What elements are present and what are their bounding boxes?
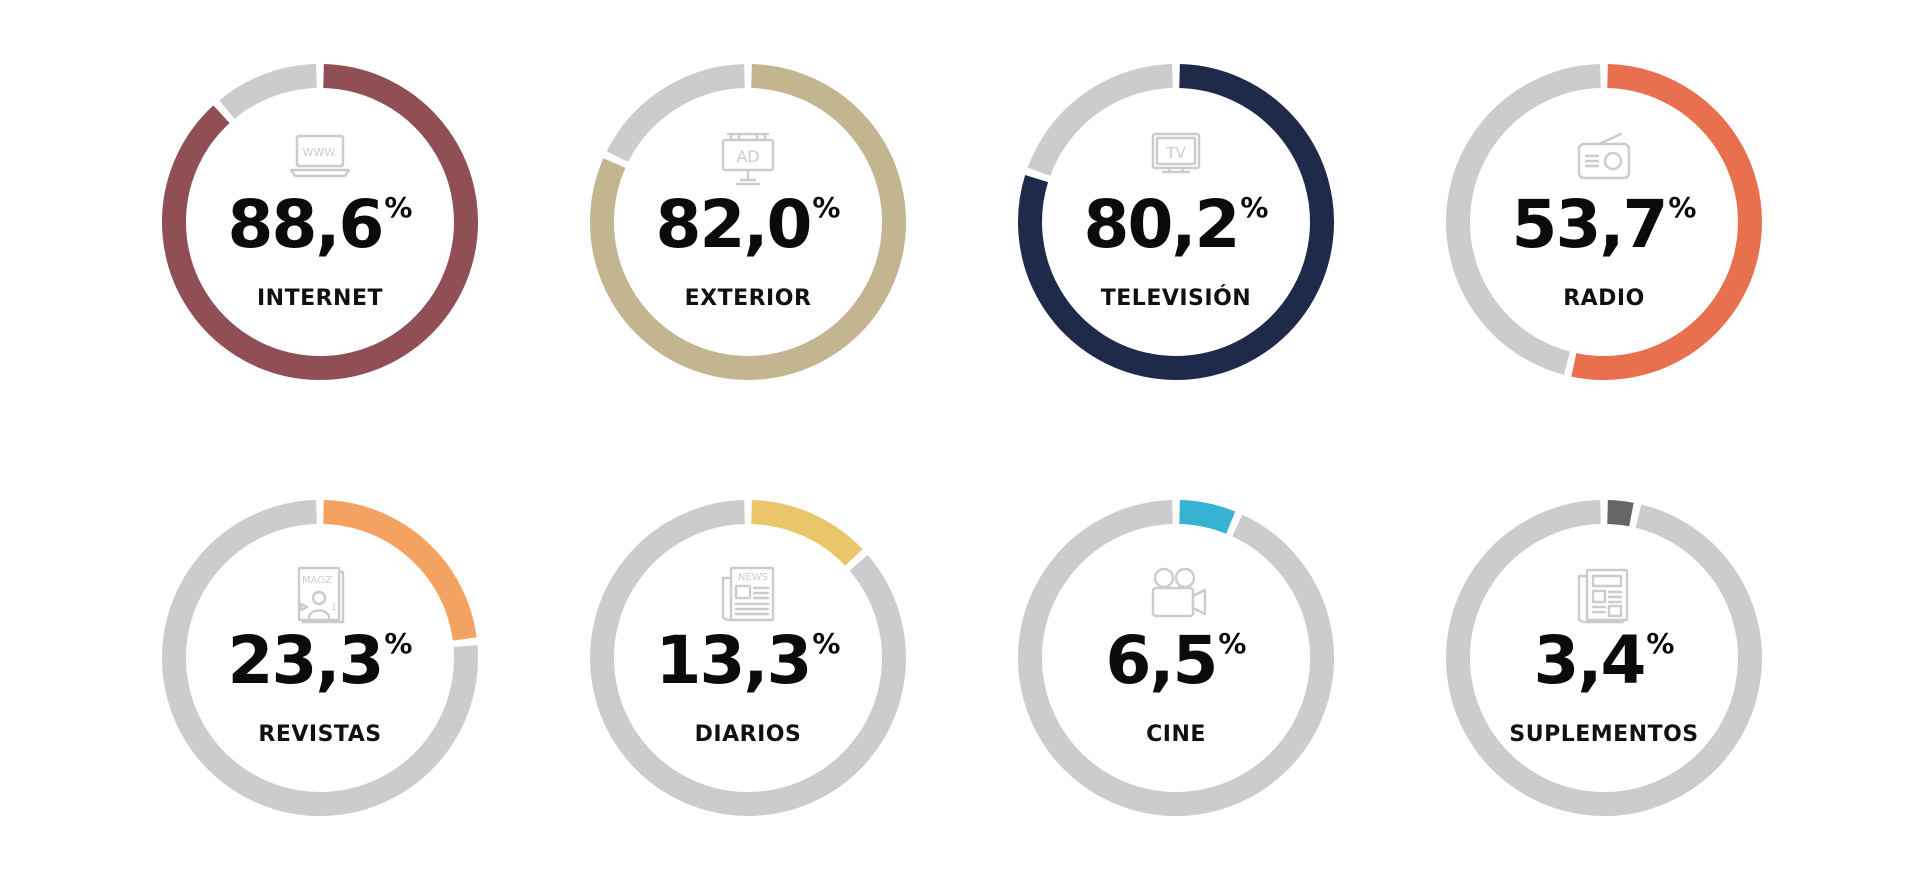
- percent-sign: %: [812, 191, 841, 224]
- svg-text:MAGZ: MAGZ: [302, 575, 332, 586]
- donut-label-exterior: EXTERIOR: [684, 286, 812, 311]
- radio-icon: [1569, 128, 1639, 188]
- donut-track-revistas: [162, 500, 478, 816]
- value-number: 3,4: [1533, 622, 1647, 699]
- donut-track-exterior: [606, 64, 745, 163]
- donut-revistas: MAGZ 1 23,3% REVISTAS: [160, 498, 480, 818]
- donut-track-internet: [219, 64, 318, 120]
- percent-sign: %: [1668, 191, 1697, 224]
- donut-track-television: [1027, 64, 1173, 177]
- donut-arc-television: [1018, 64, 1334, 380]
- donut-ring-diarios: [590, 500, 906, 816]
- donut-arc-exterior: [590, 64, 906, 380]
- donut-label-diarios: DIARIOS: [694, 722, 802, 747]
- donut-track-radio: [1446, 64, 1601, 375]
- donut-ring-cine: [1018, 500, 1334, 816]
- donut-internet: WWW. 88,6% INTERNET: [160, 62, 480, 382]
- value-number: 13,3: [655, 622, 813, 699]
- movie-camera-icon: [1141, 564, 1211, 624]
- donut-arc-cine: [1178, 500, 1236, 534]
- percent-sign: %: [1646, 627, 1675, 660]
- percent-sign: %: [1218, 627, 1247, 660]
- billboard-ad-icon: AD: [713, 128, 783, 188]
- donut-label-television: TELEVISIÓN: [1100, 286, 1252, 311]
- svg-text:1: 1: [331, 603, 337, 613]
- donut-arc-diarios: [750, 500, 863, 566]
- donut-label-revistas: REVISTAS: [258, 722, 382, 747]
- donut-value-diarios: 13,3%: [588, 628, 908, 694]
- donut-cine: 6,5% CINE: [1016, 498, 1336, 818]
- percent-sign: %: [812, 627, 841, 660]
- donut-label-cine: CINE: [1146, 722, 1206, 747]
- donut-value-radio: 53,7%: [1444, 192, 1764, 258]
- donut-label-suplementos: SUPLEMENTOS: [1509, 722, 1699, 747]
- donut-value-suplementos: 3,4%: [1444, 628, 1764, 694]
- donut-ring-internet: [162, 64, 478, 380]
- donut-television: TV 80,2% TELEVISIÓN: [1016, 62, 1336, 382]
- donut-ring-suplementos: [1446, 500, 1762, 816]
- value-number: 53,7: [1511, 186, 1669, 263]
- donut-radio: 53,7% RADIO: [1444, 62, 1764, 382]
- donut-diarios: NEWS 13,3% DIARIOS: [588, 498, 908, 818]
- donut-value-exterior: 82,0%: [588, 192, 908, 258]
- donut-track-diarios: [590, 500, 906, 816]
- newspaper-icon: NEWS: [713, 564, 783, 624]
- donut-label-radio: RADIO: [1563, 286, 1645, 311]
- laptop-www-icon: WWW.: [285, 128, 355, 188]
- donut-value-revistas: 23,3%: [160, 628, 480, 694]
- donut-track-cine: [1018, 500, 1334, 816]
- svg-text:WWW.: WWW.: [303, 146, 338, 159]
- svg-text:AD: AD: [736, 147, 759, 166]
- tv-icon: TV: [1141, 128, 1211, 188]
- donut-arc-radio: [1571, 64, 1762, 380]
- percent-sign: %: [384, 191, 413, 224]
- donut-arc-internet: [162, 64, 478, 380]
- value-number: 23,3: [227, 622, 385, 699]
- value-number: 88,6: [227, 186, 385, 263]
- svg-text:NEWS: NEWS: [738, 572, 768, 583]
- value-number: 80,2: [1083, 186, 1241, 263]
- donut-ring-radio: [1446, 64, 1762, 380]
- donut-label-internet: INTERNET: [256, 286, 384, 311]
- donut-suplementos: 3,4% SUPLEMENTOS: [1444, 498, 1764, 818]
- donut-arc-revistas: [323, 500, 477, 641]
- value-number: 82,0: [655, 186, 813, 263]
- value-number: 6,5: [1105, 622, 1219, 699]
- donut-ring-exterior: [590, 64, 906, 380]
- magazine-icon: MAGZ 1: [285, 564, 355, 624]
- donut-arc-suplementos: [1607, 500, 1634, 527]
- percent-sign: %: [384, 627, 413, 660]
- supplement-icon: [1569, 564, 1639, 624]
- percent-sign: %: [1240, 191, 1269, 224]
- donut-ring-television: [1018, 64, 1334, 380]
- svg-text:TV: TV: [1165, 144, 1186, 162]
- donut-value-television: 80,2%: [1016, 192, 1336, 258]
- donut-value-cine: 6,5%: [1016, 628, 1336, 694]
- donut-ring-revistas: [162, 500, 478, 816]
- donut-track-suplementos: [1446, 500, 1762, 816]
- donut-value-internet: 88,6%: [160, 192, 480, 258]
- donut-exterior: AD 82,0% EXTERIOR: [588, 62, 908, 382]
